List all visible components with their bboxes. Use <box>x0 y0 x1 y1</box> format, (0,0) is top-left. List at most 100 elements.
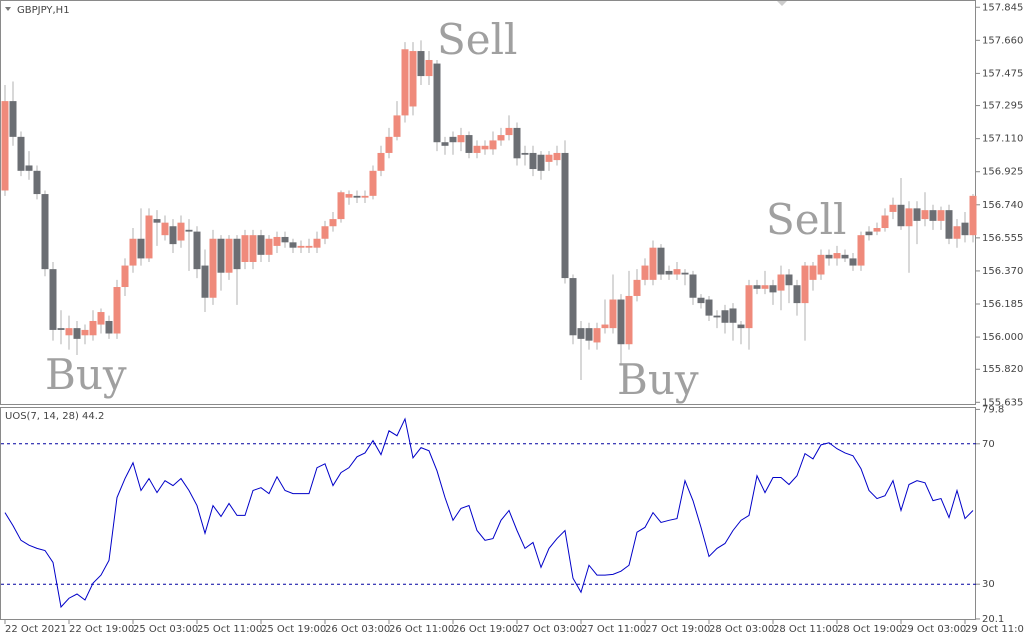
candle-body <box>433 63 441 143</box>
candle-body <box>745 285 753 329</box>
candle-body <box>161 222 169 236</box>
candle-body <box>777 274 785 291</box>
candle-body <box>353 195 361 198</box>
candle-body <box>417 51 425 77</box>
candle-body <box>657 247 665 275</box>
candle-body <box>169 226 177 245</box>
x-tick-label: 27 Oct 11:00 <box>581 624 646 635</box>
candle-body <box>769 285 777 293</box>
candle-body <box>441 142 449 146</box>
candle-body <box>897 204 905 227</box>
annotation: Sell <box>437 15 518 64</box>
shift-marker <box>777 1 787 6</box>
candle-body <box>297 245 305 248</box>
candle-body <box>145 215 153 259</box>
candle-body <box>105 320 113 334</box>
candle-body <box>649 247 657 280</box>
symbol-label: GBPJPY,H1 <box>17 5 70 16</box>
candle-body <box>585 328 593 341</box>
candle-body <box>89 320 97 336</box>
candle-body <box>849 258 857 266</box>
candle-body <box>1 101 9 191</box>
candle-body <box>665 270 673 275</box>
candle-body <box>345 194 353 198</box>
candle-body <box>697 297 705 304</box>
candle-body <box>241 235 249 262</box>
x-tick-label: 22 Oct 19:00 <box>69 624 134 635</box>
annotation: Buy <box>617 355 699 404</box>
candle-body <box>793 285 801 304</box>
indicator-label: UOS(7, 14, 28) 44.2 <box>5 411 104 422</box>
candle-body <box>9 101 17 137</box>
candle-body <box>97 312 105 325</box>
candle-body <box>521 152 529 155</box>
candle-body <box>537 154 545 171</box>
candle-body <box>889 204 897 212</box>
candle-body <box>713 315 721 318</box>
candle-body <box>265 238 273 255</box>
candle-body <box>577 328 585 339</box>
candle-body <box>553 152 561 161</box>
y-tick-label: 155.820 <box>982 364 1023 375</box>
candle-body <box>465 135 473 153</box>
x-tick-label: 22 Oct 2021 <box>5 624 67 635</box>
y-tick-label: 157.660 <box>982 35 1023 46</box>
candle-body <box>809 265 817 280</box>
x-tick-label: 25 Oct 19:00 <box>261 624 326 635</box>
candle-body <box>81 329 89 336</box>
candle-body <box>249 235 257 262</box>
candle-body <box>737 324 745 329</box>
candle-body <box>185 229 193 232</box>
candle-body <box>937 210 945 221</box>
candle-body <box>489 140 497 150</box>
candle-body <box>41 194 49 270</box>
candle-body <box>529 152 537 170</box>
candle-body <box>593 328 601 343</box>
candle-body <box>321 226 329 239</box>
y-tick-label: 157.475 <box>982 68 1023 79</box>
candle-body <box>921 210 929 220</box>
candle-body <box>801 265 809 304</box>
x-tick-label: 28 Oct 11:00 <box>773 624 838 635</box>
symbol-menu-icon[interactable] <box>5 7 11 11</box>
candle-body <box>857 235 865 266</box>
candle-body <box>817 254 825 275</box>
x-tick-label: 29 Oct 11:00 <box>965 624 1024 635</box>
candle-body <box>289 242 297 248</box>
candle-body <box>761 285 769 289</box>
candle-body <box>225 238 233 273</box>
candle-body <box>753 285 761 289</box>
candle-body <box>49 269 57 330</box>
oscillator-line <box>4 417 974 609</box>
y-tick-label: 156.555 <box>982 233 1023 244</box>
x-tick-label: 26 Oct 19:00 <box>453 624 518 635</box>
y-tick-label: 70 <box>982 439 995 450</box>
candle-body <box>609 299 617 329</box>
candle-body <box>481 145 489 150</box>
y-tick-label: 30 <box>982 579 995 590</box>
x-tick-label: 25 Oct 11:00 <box>197 624 262 635</box>
y-tick-label: 157.110 <box>982 134 1023 145</box>
y-tick-label: 155.635 <box>982 397 1023 408</box>
candle-body <box>369 170 377 196</box>
candle-body <box>729 308 737 323</box>
candle-body <box>929 210 937 221</box>
candle-body <box>913 208 921 221</box>
y-tick-label: 157.295 <box>982 101 1023 112</box>
x-tick-label: 26 Oct 03:00 <box>325 624 390 635</box>
y-tick-label: 156.185 <box>982 299 1023 310</box>
candle-body <box>505 127 513 136</box>
oscillator-panel <box>0 407 976 620</box>
candle-body <box>201 265 209 298</box>
x-tick-label: 28 Oct 19:00 <box>837 624 902 635</box>
candle-body <box>25 165 33 171</box>
candle-body <box>401 49 409 116</box>
y-tick-label: 157.845 <box>982 2 1023 13</box>
candle-body <box>449 136 457 143</box>
candle-body <box>953 226 961 239</box>
candle-body <box>65 328 73 336</box>
candle-body <box>73 328 81 339</box>
candle-body <box>305 245 313 248</box>
candle-body <box>129 238 137 266</box>
